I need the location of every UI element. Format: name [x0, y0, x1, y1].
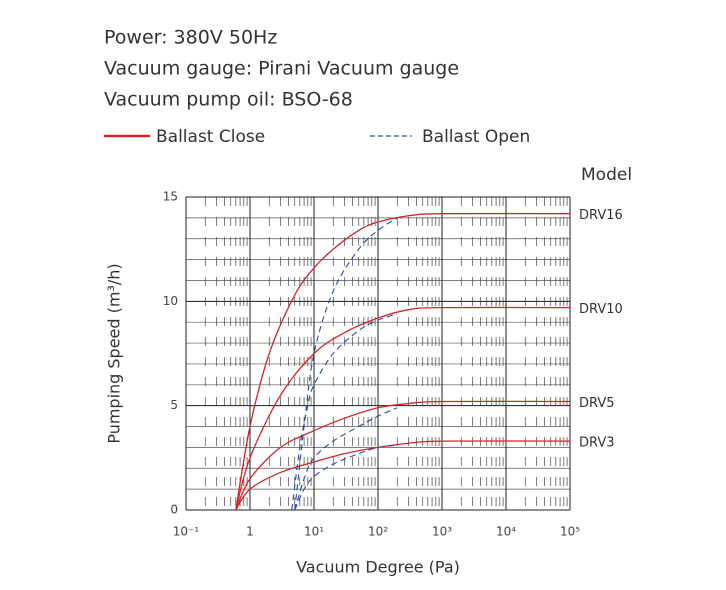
curve	[294, 407, 398, 511]
model-label: DRV3	[579, 436, 615, 451]
y-axis-title: Pumping Speed (m³/h)	[105, 263, 124, 443]
curve	[294, 444, 398, 511]
model-label: DRV16	[579, 208, 623, 223]
x-tick-label: 10⁴	[496, 525, 516, 539]
legend-label: Ballast Open	[422, 127, 530, 147]
spec-line: Power: 380V 50Hz	[104, 27, 277, 49]
curve	[294, 217, 398, 511]
x-tick-label: 10²	[368, 525, 388, 539]
x-tick-label: 10³	[432, 525, 452, 539]
x-tick-label: 10⁵	[560, 525, 580, 539]
model-label: DRV5	[579, 396, 615, 411]
spec-line: Vacuum gauge: Pirani Vacuum gauge	[104, 58, 459, 80]
x-tick-label: 10⁻¹	[173, 525, 200, 539]
y-tick-label: 10	[163, 294, 178, 308]
y-tick-label: 15	[163, 190, 178, 204]
x-tick-label: 1	[246, 525, 254, 539]
curve	[291, 313, 398, 511]
y-tick-label: 0	[170, 503, 178, 517]
x-axis-title: Vacuum Degree (Pa)	[296, 558, 460, 577]
curve	[235, 212, 571, 511]
model-title: Model	[581, 165, 632, 185]
curve	[235, 306, 571, 511]
model-label: DRV10	[579, 302, 623, 317]
curve	[235, 440, 571, 511]
y-tick-label: 5	[170, 398, 178, 412]
x-tick-label: 10¹	[304, 525, 324, 539]
spec-line: Vacuum pump oil: BSO-68	[104, 89, 353, 111]
legend-label: Ballast Close	[156, 127, 265, 147]
curve	[235, 400, 571, 511]
